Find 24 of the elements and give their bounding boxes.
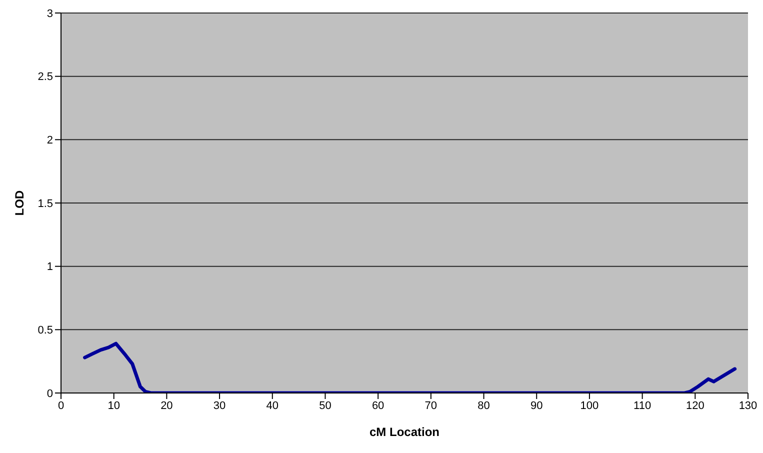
y-tick-label: 0.5 — [38, 324, 53, 337]
x-tick-label: 20 — [160, 400, 173, 412]
x-tick-label: 130 — [738, 400, 758, 412]
x-tick-label: 80 — [478, 400, 490, 412]
y-tick-label: 1 — [46, 261, 53, 274]
x-tick-label: 60 — [372, 400, 384, 412]
y-tick-label: 0 — [46, 388, 53, 400]
line-series — [83, 342, 737, 393]
x-tick-label: 0 — [58, 400, 64, 412]
x-tick-label: 100 — [580, 400, 599, 412]
x-tick-label: 120 — [686, 400, 704, 412]
x-tick-label: 30 — [213, 400, 226, 412]
x-tick-label: 40 — [266, 400, 279, 412]
x-tick-label: 70 — [424, 400, 438, 412]
x-tick-label: 90 — [530, 400, 543, 412]
y-axis-title: LOD — [12, 190, 26, 216]
y-tick-label: 3 — [46, 8, 53, 20]
y-tick-label: 2.5 — [38, 71, 53, 84]
x-tick-label: 110 — [634, 400, 652, 412]
x-tick-label: 50 — [319, 400, 332, 412]
x-tick-label: 10 — [108, 400, 120, 412]
x-axis-title: cM Location — [369, 425, 440, 439]
y-tick-label: 1.5 — [38, 198, 53, 210]
y-tick-label: 2 — [46, 134, 53, 147]
